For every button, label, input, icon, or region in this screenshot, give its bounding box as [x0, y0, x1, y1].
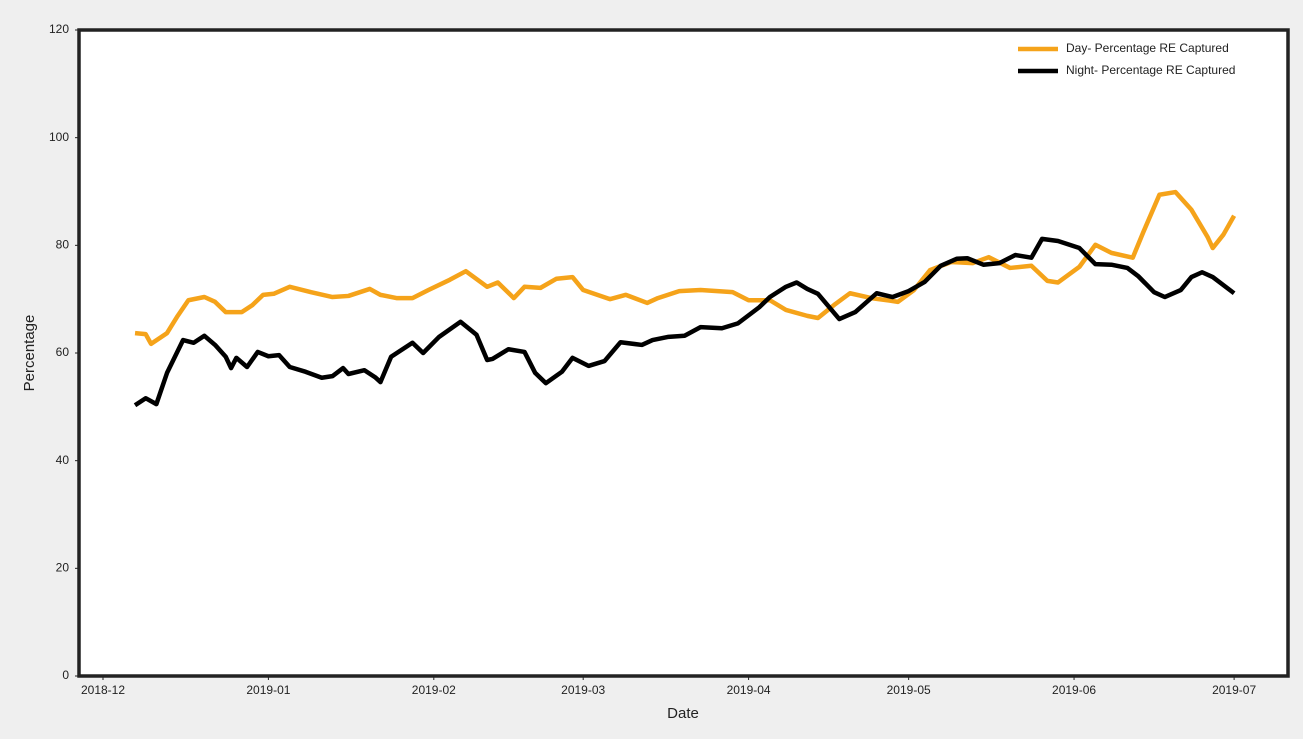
- series-line: [133, 236, 1236, 408]
- marks: [133, 189, 1237, 408]
- y-axis-title: Percentage: [21, 315, 38, 392]
- x-tick-label: 2019-07: [1212, 683, 1256, 697]
- x-axis-title: Date: [667, 705, 699, 722]
- y-tick-label: 40: [56, 453, 70, 467]
- y-tick-label: 120: [49, 22, 69, 36]
- x-tick-label: 2019-01: [246, 683, 290, 697]
- x-tick-label: 2019-04: [727, 683, 771, 697]
- x-tick-label: 2018-12: [81, 683, 125, 697]
- legend-label: Night- Percentage RE Captured: [1066, 63, 1235, 77]
- x-tick-label: 2019-03: [561, 683, 605, 697]
- y-tick-label: 80: [56, 238, 70, 252]
- y-tick-label: 100: [49, 130, 69, 144]
- legend-label: Day- Percentage RE Captured: [1066, 41, 1229, 55]
- y-tick-label: 60: [56, 345, 70, 359]
- x-tick-label: 2019-06: [1052, 683, 1096, 697]
- x-tick-label: 2019-05: [887, 683, 931, 697]
- plot-area: [79, 30, 1288, 676]
- series-line: [134, 189, 1237, 347]
- x-tick-label: 2019-02: [412, 683, 456, 697]
- y-tick-label: 0: [62, 668, 69, 682]
- y-tick-label: 20: [56, 561, 70, 575]
